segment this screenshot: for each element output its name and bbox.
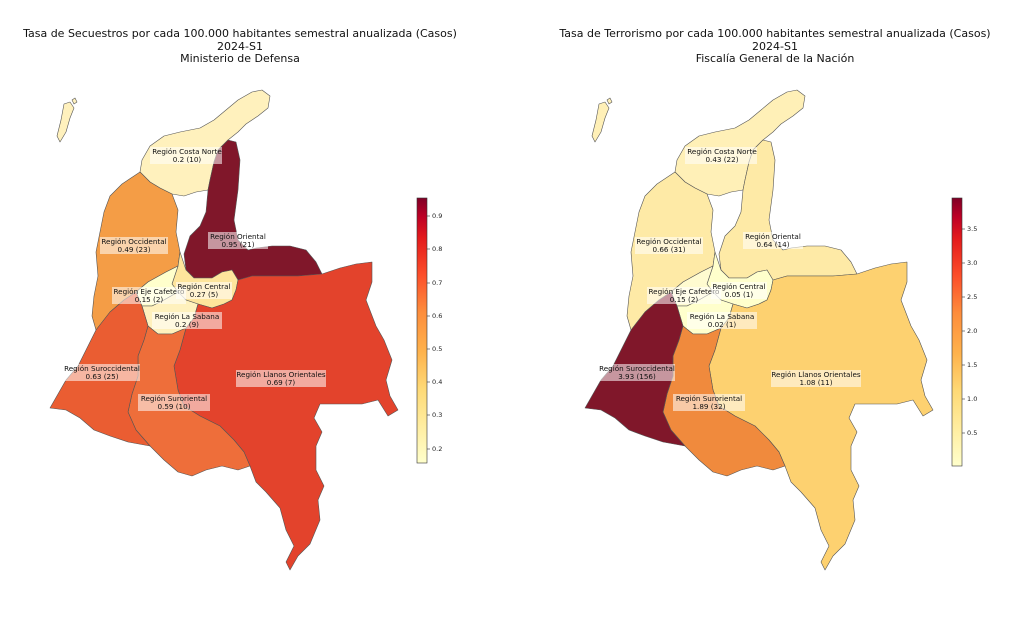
region-label-name: Región Costa Norte	[687, 147, 757, 156]
colorbar-tick: 3.5	[967, 225, 977, 233]
colorbar-tick: 0.5	[967, 429, 977, 437]
colorbar-tick: 0.5	[432, 345, 442, 353]
region-costa-norte	[139, 89, 271, 197]
colorbar-tick: 2.0	[967, 327, 977, 335]
region-label-value: 0.2 (10)	[173, 155, 202, 164]
region-label-name: Región La Sabana	[690, 312, 754, 321]
region-label-name: Región Eje Cafetero	[649, 287, 720, 296]
colorbar-tick: 1.5	[967, 361, 977, 369]
region-label-name: Región Occidental	[101, 237, 166, 246]
region-label-value: 0.66 (31)	[652, 245, 685, 254]
region-label-value: 0.95 (21)	[221, 240, 254, 249]
map-source: Ministerio de Defensa	[180, 52, 300, 65]
colorbar	[416, 197, 428, 464]
region-label-name: Región Llanos Orientales	[771, 370, 861, 379]
region-llanos-orientales	[173, 261, 399, 571]
region-label-value: 1.08 (11)	[799, 378, 832, 387]
region-label-value: 0.15 (2)	[135, 295, 164, 304]
map-period: 2024-S1	[217, 40, 263, 53]
map-period: 2024-S1	[752, 40, 798, 53]
region-llanos-orientales	[708, 261, 934, 571]
colorbar-tick: 0.8	[432, 245, 442, 253]
colorbar-tick: 0.9	[432, 212, 442, 220]
region-label-value: 0.05 (1)	[725, 290, 754, 299]
region-label-name: Región Llanos Orientales	[236, 370, 326, 379]
region-label-value: 0.27 (5)	[190, 290, 219, 299]
region-label-value: 0.2 (9)	[175, 320, 199, 329]
map-terrorismo: Tasa de Terrorismo por cada 100.000 habi…	[558, 27, 991, 571]
colorbar	[951, 197, 963, 467]
colorbar-tick: 0.2	[432, 445, 442, 453]
colorbar-tick: 0.6	[432, 312, 442, 320]
colorbar-ticks: 0.9 0.8 0.7 0.6 0.5 0.4 0.3 0.2	[427, 212, 442, 453]
region-label-name: Región Suroccidental	[599, 364, 675, 373]
colorbar-tick: 0.7	[432, 279, 442, 287]
region-label-name: Región Suroriental	[141, 394, 207, 403]
region-label-value: 3.93 (156)	[618, 372, 656, 381]
region-label-name: Región Central	[712, 282, 765, 291]
colorbar-tick: 0.4	[432, 378, 442, 386]
region-label-value: 0.15 (2)	[670, 295, 699, 304]
region-label-value: 0.59 (10)	[157, 402, 190, 411]
colorbar-tick: 2.5	[967, 293, 977, 301]
region-label-value: 0.49 (23)	[117, 245, 150, 254]
colorbar-tick: 0.3	[432, 411, 442, 419]
island-san-andres	[591, 97, 613, 143]
region-label-value: 0.63 (25)	[85, 372, 118, 381]
region-label-value: 0.02 (1)	[708, 320, 737, 329]
colorbar-tick: 1.0	[967, 395, 977, 403]
region-label-name: Región Central	[177, 282, 230, 291]
map-source: Fiscalía General de la Nación	[696, 52, 855, 65]
region-label-value: 0.69 (7)	[267, 378, 296, 387]
region-costa-norte	[674, 89, 806, 197]
region-label-name: Región La Sabana	[155, 312, 219, 321]
map-title: Tasa de Terrorismo por cada 100.000 habi…	[558, 27, 990, 40]
island-san-andres	[56, 97, 78, 143]
map-secuestros: Tasa de Secuestros por cada 100.000 habi…	[22, 27, 457, 571]
colorbar-ticks: 3.5 3.0 2.5 2.0 1.5 1.0 0.5	[962, 225, 977, 437]
region-label-name: Región Costa Norte	[152, 147, 222, 156]
region-label-name: Región Eje Cafetero	[114, 287, 185, 296]
region-label-name: Región Suroriental	[676, 394, 742, 403]
region-label-value: 1.89 (32)	[692, 402, 725, 411]
region-label-value: 0.43 (22)	[705, 155, 738, 164]
map-title: Tasa de Secuestros por cada 100.000 habi…	[22, 27, 457, 40]
region-label-name: Región Suroccidental	[64, 364, 140, 373]
colorbar-tick: 3.0	[967, 259, 977, 267]
region-label-name: Región Occidental	[636, 237, 701, 246]
region-label-name: Región Oriental	[210, 232, 266, 241]
region-label-value: 0.64 (14)	[756, 240, 789, 249]
region-label-name: Región Oriental	[745, 232, 801, 241]
